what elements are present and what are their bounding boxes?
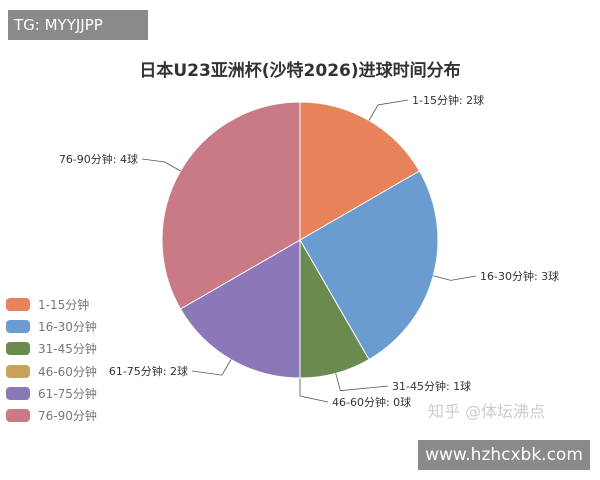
pie-slice-0 bbox=[299, 101, 421, 241]
chart-title: 日本U23亚洲杯(沙特2026)进球时间分布 bbox=[139, 61, 461, 81]
leader-line-4 bbox=[191, 359, 232, 376]
data-label-2: 31-45分钟: 1球 bbox=[392, 379, 471, 393]
leader-line-1 bbox=[433, 275, 477, 281]
pie-slice-1 bbox=[299, 170, 439, 361]
legend-swatch bbox=[6, 386, 30, 400]
legend-swatch bbox=[6, 342, 30, 356]
legend-item-2[interactable]: 31-45分钟 bbox=[6, 338, 97, 360]
legend-item-1[interactable]: 16-30分钟 bbox=[6, 315, 97, 337]
legend-swatch bbox=[6, 319, 30, 333]
legend-label: 61-75分钟 bbox=[38, 386, 97, 401]
legend-swatch bbox=[6, 297, 30, 311]
leader-line-0 bbox=[368, 99, 409, 121]
data-label-4: 61-75分钟: 2球 bbox=[109, 364, 188, 378]
legend-swatch bbox=[6, 409, 30, 423]
leader-line-5 bbox=[141, 158, 181, 172]
data-label-0: 1-15分钟: 2球 bbox=[412, 93, 484, 107]
pie-slice-4 bbox=[179, 239, 301, 379]
legend-label: 1-15分钟 bbox=[38, 297, 90, 312]
leader-line-3 bbox=[299, 378, 329, 403]
legend-item-4[interactable]: 61-75分钟 bbox=[6, 382, 97, 404]
legend: 1-15分钟 16-30分钟 31-45分钟 46-60分钟 61-75分钟 76-90分… bbox=[6, 293, 97, 427]
legend-item-3[interactable]: 46-60分钟 bbox=[6, 360, 97, 382]
legend-label: 16-30分钟 bbox=[38, 319, 97, 334]
legend-label: 31-45分钟 bbox=[38, 342, 97, 357]
data-label-1: 16-30分钟: 3球 bbox=[480, 269, 559, 283]
data-label-5: 76-90分钟: 4球 bbox=[59, 152, 138, 166]
legend-swatch bbox=[6, 364, 30, 378]
tg-banner: TG: MYYJJPP bbox=[8, 10, 148, 40]
legend-label: 46-60分钟 bbox=[38, 364, 97, 379]
watermark: 知乎 @体坛沸点 bbox=[428, 402, 546, 421]
legend-item-5[interactable]: 76-90分钟 bbox=[6, 404, 97, 426]
data-label-3: 46-60分钟: 0球 bbox=[332, 395, 411, 409]
url-banner: www.hzhcxbk.com bbox=[418, 440, 590, 470]
leader-line-2 bbox=[335, 373, 389, 392]
legend-label: 76-90分钟 bbox=[38, 409, 97, 424]
legend-item-0[interactable]: 1-15分钟 bbox=[6, 293, 97, 315]
